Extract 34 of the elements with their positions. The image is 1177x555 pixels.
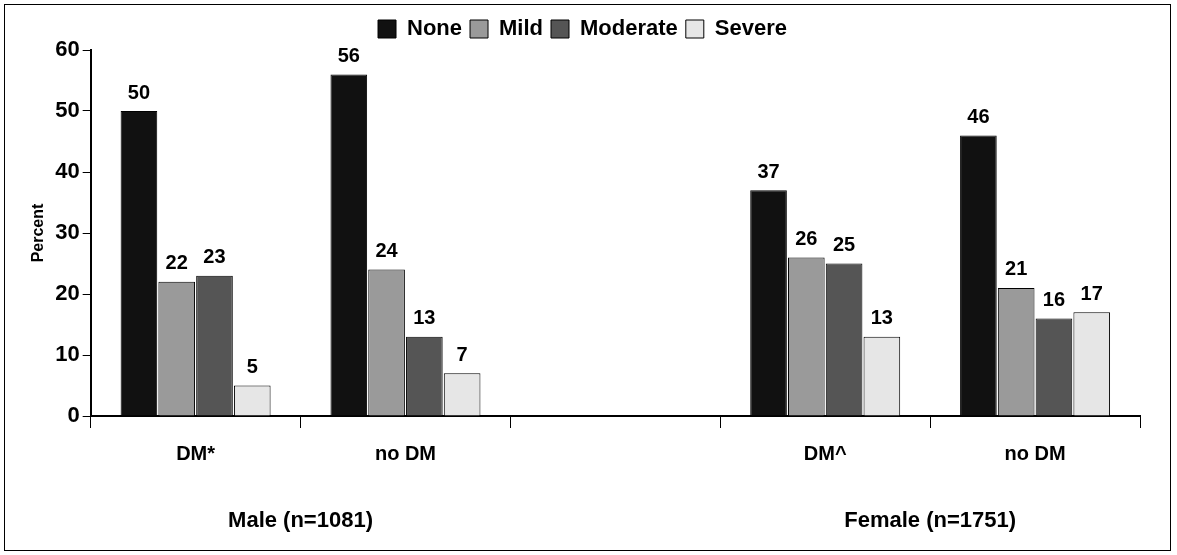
- data-label: 17: [1080, 281, 1103, 304]
- x-tick-label: DM^: [803, 441, 847, 464]
- x-tick-label: no DM: [374, 441, 437, 464]
- legend-label: Severe: [714, 15, 787, 41]
- y-tick-label: 60: [55, 36, 80, 62]
- data-label: 50: [127, 80, 151, 103]
- data-label: 56: [337, 43, 360, 66]
- data-label: 5: [246, 355, 258, 378]
- y-tick-label: 10: [55, 341, 80, 367]
- data-label: 16: [1042, 287, 1066, 310]
- legend-label: None: [407, 15, 463, 41]
- data-label: 25: [832, 233, 856, 256]
- text: Male (n=1081): [228, 507, 373, 533]
- y-tick-label: 30: [55, 219, 80, 245]
- x-tick-label: no DM: [1004, 441, 1066, 464]
- y-tick-label: 50: [55, 97, 80, 123]
- data-label: 46: [967, 104, 990, 127]
- data-label: 22: [165, 251, 188, 274]
- y-tick-label: 0: [67, 402, 80, 428]
- legend-label: Moderate: [580, 15, 678, 41]
- data-label: 26: [795, 226, 818, 249]
- data-label: 24: [375, 239, 399, 262]
- legend-label: Mild: [499, 15, 544, 41]
- data-label: 7: [456, 342, 468, 365]
- x-tick-label: DM*: [176, 441, 216, 464]
- y-tick-label: 20: [55, 280, 80, 306]
- y-tick-label: 40: [55, 158, 80, 184]
- data-label: 23: [203, 245, 226, 268]
- data-label: 13: [413, 306, 436, 329]
- y-axis-title: Percent: [29, 202, 47, 263]
- data-label: 21: [1005, 257, 1028, 280]
- data-label: 13: [870, 306, 893, 329]
- text: Female (n=1751): [844, 507, 1017, 533]
- data-label: 37: [757, 159, 780, 182]
